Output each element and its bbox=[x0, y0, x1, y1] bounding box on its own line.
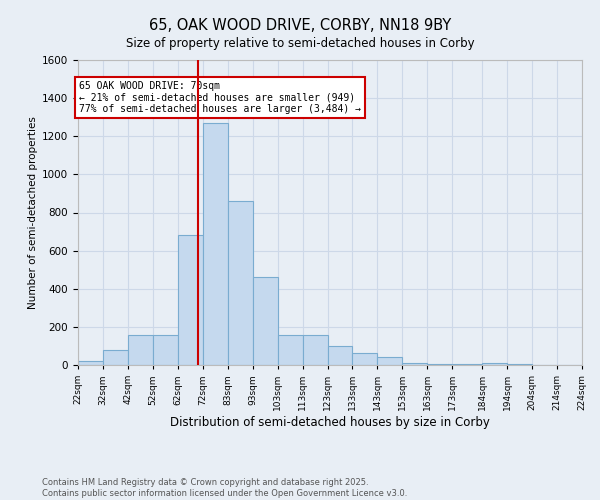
Bar bbox=[352, 352, 377, 365]
Bar bbox=[253, 278, 278, 365]
Bar bbox=[377, 358, 403, 365]
Bar bbox=[78, 361, 103, 365]
Bar bbox=[228, 201, 253, 365]
Bar bbox=[403, 363, 427, 365]
Text: 65, OAK WOOD DRIVE, CORBY, NN18 9BY: 65, OAK WOOD DRIVE, CORBY, NN18 9BY bbox=[149, 18, 451, 32]
Bar bbox=[128, 336, 153, 365]
Text: Contains HM Land Registry data © Crown copyright and database right 2025.
Contai: Contains HM Land Registry data © Crown c… bbox=[42, 478, 407, 498]
Bar bbox=[452, 364, 482, 365]
Y-axis label: Number of semi-detached properties: Number of semi-detached properties bbox=[28, 116, 38, 309]
Bar bbox=[302, 334, 328, 365]
Bar bbox=[178, 236, 203, 365]
Bar bbox=[482, 363, 507, 365]
Bar bbox=[427, 364, 452, 365]
Bar bbox=[507, 364, 532, 365]
Text: Size of property relative to semi-detached houses in Corby: Size of property relative to semi-detach… bbox=[125, 38, 475, 51]
Bar bbox=[328, 346, 352, 365]
Bar bbox=[203, 123, 228, 365]
X-axis label: Distribution of semi-detached houses by size in Corby: Distribution of semi-detached houses by … bbox=[170, 416, 490, 429]
Bar bbox=[278, 334, 302, 365]
Bar bbox=[153, 336, 178, 365]
Bar bbox=[103, 350, 128, 365]
Text: 65 OAK WOOD DRIVE: 70sqm
← 21% of semi-detached houses are smaller (949)
77% of : 65 OAK WOOD DRIVE: 70sqm ← 21% of semi-d… bbox=[79, 81, 361, 114]
